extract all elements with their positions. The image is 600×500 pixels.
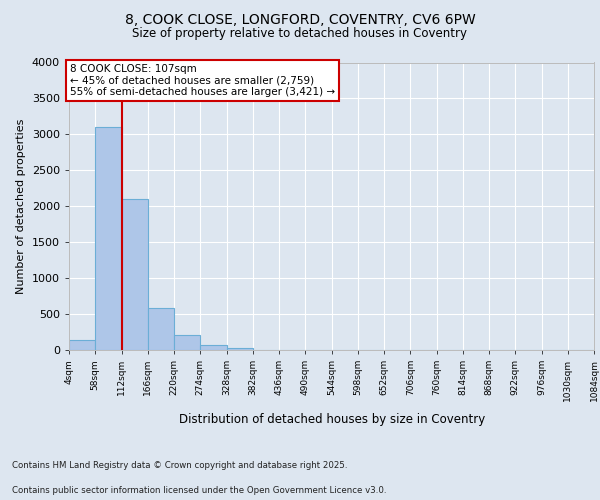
Text: Distribution of detached houses by size in Coventry: Distribution of detached houses by size … (179, 412, 485, 426)
Text: Contains HM Land Registry data © Crown copyright and database right 2025.: Contains HM Land Registry data © Crown c… (12, 461, 347, 470)
Text: Contains public sector information licensed under the Open Government Licence v3: Contains public sector information licen… (12, 486, 386, 495)
Bar (95, 127, 121, 350)
Text: 8 COOK CLOSE: 107sqm
← 45% of detached houses are smaller (2,759)
55% of semi-de: 8 COOK CLOSE: 107sqm ← 45% of detached h… (70, 64, 335, 97)
Text: 8, COOK CLOSE, LONGFORD, COVENTRY, CV6 6PW: 8, COOK CLOSE, LONGFORD, COVENTRY, CV6 6… (125, 12, 475, 26)
Bar (174, 335, 200, 350)
Bar (200, 344, 227, 350)
Bar (69, 340, 95, 350)
Bar (148, 308, 174, 350)
Bar (121, 199, 148, 350)
Bar (227, 348, 253, 350)
Text: Size of property relative to detached houses in Coventry: Size of property relative to detached ho… (133, 28, 467, 40)
Y-axis label: Number of detached properties: Number of detached properties (16, 118, 26, 294)
